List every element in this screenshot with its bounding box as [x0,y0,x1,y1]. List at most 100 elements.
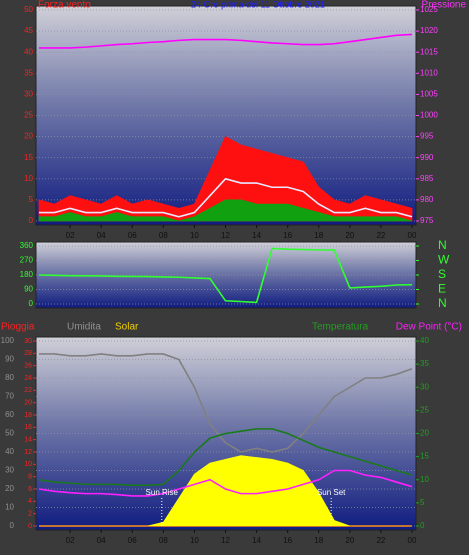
series-line [38,428,413,487]
y2-axis-label: Pressione [422,0,467,11]
series-area [39,455,412,527]
x-tick-label: 04 [97,536,106,545]
y2-tick-label: 15 [420,452,429,461]
y2-tick-label: 25 [420,405,429,414]
x-tick-label: 00 [408,536,417,545]
y-tick-label: 40 [24,47,33,56]
x-tick-label: 06 [128,536,137,545]
y3-tick-label: 22 [24,387,32,394]
y2-tick-label: 985 [420,174,434,183]
series-line [38,469,413,497]
y2-tick-label: E [438,282,446,296]
y-tick-label: 0 [29,216,34,225]
y2-tick-label: S [438,267,446,281]
y-tick-label: 10 [24,174,33,183]
y-tick-label: 90 [24,285,33,294]
y3-tick-label: 8 [28,474,32,481]
y2-tick-label: 980 [420,195,434,204]
y2-tick-label: 30 [420,382,429,391]
y-axis-label: Forza vento [38,0,91,11]
x-tick-label: 00 [408,231,417,240]
x-tick-label: 20 [345,231,354,240]
x-tick-label: 12 [221,536,230,545]
series-line [39,33,413,49]
y-tick-label: 35 [24,68,33,77]
y2-tick-label: N [438,296,447,310]
y2-tick-label: 1010 [420,68,438,77]
chart-title: 24 Ore prima del 11 Ottobre 2021 [191,0,325,9]
y3-tick-label: 24 [24,375,32,382]
y3-tick-label: 18 [24,412,32,419]
y-tick-label: 80 [5,373,14,382]
y-tick-label: 15 [24,153,33,162]
legend-label: Pioggia [1,322,35,333]
legend-label: Dew Point (°C) [396,322,462,333]
x-tick-label: 10 [190,231,199,240]
x-tick-label: 22 [376,231,385,240]
y2-tick-label: 35 [420,359,429,368]
y2-tick-label: 1020 [420,26,438,35]
y-tick-label: 20 [5,484,14,493]
annotation-label: Sun Set [317,488,346,497]
series-area [38,199,413,222]
x-tick-label: 16 [283,231,292,240]
y2-tick-label: 20 [420,429,429,438]
y2-tick-label: N [438,238,447,252]
y-tick-label: 10 [5,503,14,512]
y2-tick-label: 5 [420,498,425,507]
y2-tick-label: 1015 [420,47,438,56]
y3-tick-label: 10 [24,461,32,468]
legend-label: Umidita [67,322,101,333]
x-tick-label: 06 [128,231,137,240]
y3-tick-label: 14 [24,437,32,444]
y-tick-label: 30 [24,90,33,99]
x-tick-label: 12 [221,231,230,240]
y2-tick-label: 995 [420,132,434,141]
y3-tick-label: 2 [28,511,32,518]
y2-tick-label: 1000 [420,111,438,120]
x-tick-label: 20 [345,536,354,545]
y-tick-label: 0 [29,299,34,308]
y2-tick-label: 40 [420,336,429,345]
y3-tick-label: 30 [24,338,32,345]
y-tick-label: 180 [20,270,34,279]
y-tick-label: 90 [5,355,14,364]
y2-tick-label: 990 [420,153,434,162]
y-tick-label: 60 [5,410,14,419]
y-tick-label: 360 [20,241,34,250]
legend-label: Temperatura [312,322,369,333]
y2-tick-label: 975 [420,216,434,225]
x-tick-label: 14 [252,231,261,240]
y3-tick-label: 26 [24,363,32,370]
x-tick-label: 22 [376,536,385,545]
series-line [39,353,413,453]
y3-tick-label: 28 [24,350,32,357]
y2-tick-label: 1025 [420,5,438,14]
y2-tick-label: 1005 [420,90,438,99]
y-tick-label: 30 [5,466,14,475]
x-tick-label: 08 [159,231,168,240]
y-tick-label: 25 [24,111,33,120]
x-tick-label: 16 [283,536,292,545]
y-tick-label: 40 [5,447,14,456]
y-tick-label: 5 [29,195,34,204]
x-tick-label: 08 [159,536,168,545]
y3-tick-label: 20 [24,400,32,407]
x-tick-label: 10 [190,536,199,545]
x-tick-label: 04 [97,231,106,240]
y3-tick-label: 12 [24,449,32,456]
x-tick-label: 02 [66,536,75,545]
y-tick-label: 50 [5,429,14,438]
series-line [38,247,413,304]
y3-tick-label: 0 [28,523,32,530]
y3-tick-label: 6 [28,486,32,493]
x-tick-label: 14 [252,536,261,545]
y2-tick-label: 10 [420,475,429,484]
y-tick-label: 270 [20,256,34,265]
y3-tick-label: 16 [24,424,32,431]
y2-tick-label: 0 [420,521,425,530]
y3-tick-label: 4 [28,498,32,505]
annotation-label: Sun Rise [146,488,179,497]
x-tick-label: 18 [314,231,323,240]
